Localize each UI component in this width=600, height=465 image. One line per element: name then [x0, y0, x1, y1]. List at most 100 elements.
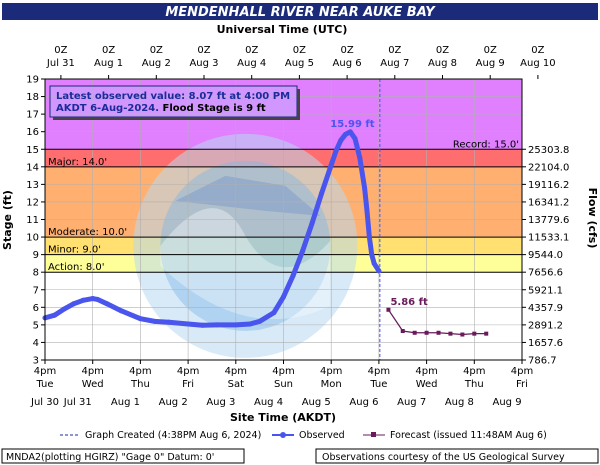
x-tick-label: 4pm: [129, 366, 151, 377]
watermark-bird: [175, 175, 321, 216]
y-tick-label: 19: [26, 75, 39, 86]
forecast-point: [448, 331, 453, 336]
y-axis-title: Stage (ft): [1, 190, 14, 250]
forecast-point: [472, 331, 477, 336]
watermark-outer-ring: [133, 133, 358, 358]
legend-forecast: Forecast (issued 11:48AM Aug 6): [390, 430, 547, 441]
observed-point: [94, 296, 100, 302]
threshold-label-minor: Minor: 9.0': [48, 245, 101, 256]
y-tick-label: 7: [33, 285, 39, 296]
footer-source: Observations courtesy of the US Geologic…: [322, 452, 565, 463]
x-date-label: Aug 1: [111, 397, 140, 408]
threshold-label-moderate: Moderate: 10.0': [48, 227, 127, 238]
threshold-label-major: Major: 14.0': [48, 157, 107, 168]
forecast-point: [424, 330, 429, 335]
y-tick-label: 5: [33, 320, 39, 331]
x-tick-label: 4pm: [34, 366, 56, 377]
x-tick-label: Wed: [82, 379, 104, 390]
x-tick-label: Sun: [274, 379, 293, 390]
observed-point: [71, 301, 77, 307]
y-tick-label: 3: [33, 356, 39, 367]
x-tick-label: 4pm: [463, 366, 485, 377]
y-tick-label: 9: [33, 250, 39, 261]
x-date-label: Aug 5: [302, 397, 331, 408]
observed-point: [366, 234, 372, 240]
y2-tick-label: 11533.1: [528, 233, 569, 244]
top-tick-label: Aug 2: [142, 58, 171, 69]
top-tick-label: 0Z: [293, 45, 306, 56]
y2-tick-label: 9544.0: [528, 250, 563, 261]
y2-tick-label: 13779.6: [528, 215, 569, 226]
y-tick-label: 10: [26, 233, 39, 244]
y-tick-label: 15: [26, 145, 39, 156]
x-tick-label: Fri: [516, 379, 528, 390]
annotation-label: 5.86 ft: [390, 297, 428, 308]
observed-point: [319, 190, 325, 196]
flood-stage-text: Flood Stage is 9 ft: [159, 103, 266, 114]
observed-point: [347, 129, 353, 135]
y2-tick-label: 2891.2: [528, 320, 563, 331]
x-date-label: Aug 7: [397, 397, 426, 408]
legend-graph-created: Graph Created (4:38PM Aug 6, 2024): [85, 430, 261, 441]
chart-title: MENDENHALL RIVER NEAR AUKE BAY: [165, 5, 436, 20]
observed-point: [343, 131, 349, 137]
observed-point: [61, 306, 67, 312]
x-date-label: Aug 6: [349, 397, 378, 408]
x-tick-label: 4pm: [225, 366, 247, 377]
forecast-point: [386, 307, 391, 312]
top-tick-label: 0Z: [150, 45, 163, 56]
x-date-label: Aug 4: [254, 397, 283, 408]
x-date-label: Aug 8: [445, 397, 474, 408]
forecast-point: [484, 331, 489, 336]
top-tick-label: 0Z: [245, 45, 258, 56]
title-bar: [2, 3, 598, 20]
top-tick-label: 0Z: [436, 45, 449, 56]
observed-point: [199, 322, 205, 328]
x-tick-label: 4pm: [511, 366, 533, 377]
top-tick-label: 0Z: [102, 45, 115, 56]
x-tick-label: Tue: [369, 379, 387, 390]
x-tick-label: 4pm: [81, 366, 103, 377]
x-tick-label: 4pm: [415, 366, 437, 377]
top-tick-label: Aug 3: [189, 58, 218, 69]
y2-tick-label: 1657.6: [528, 338, 563, 349]
top-tick-label: Aug 8: [428, 58, 457, 69]
top-tick-label: 0Z: [531, 45, 544, 56]
forecast-point: [412, 330, 417, 335]
y2-tick-label: 19116.2: [528, 180, 569, 191]
y-tick-label: 13: [26, 180, 39, 191]
x-tick-label: Fri: [182, 379, 194, 390]
observed-point: [233, 322, 239, 328]
x-tick-label: Sat: [228, 379, 244, 390]
observed-point: [369, 252, 375, 258]
series-layer: 15.99 ft 5.86 ft: [42, 79, 489, 360]
x-date-label: Jul 31: [63, 397, 92, 408]
observed-point: [364, 208, 370, 214]
svg-text:AKDT 6-Aug-2024. Flood Stage i: AKDT 6-Aug-2024. Flood Stage is 9 ft: [56, 103, 266, 114]
observed-point: [309, 220, 315, 226]
observed-point: [290, 273, 296, 279]
latest-observed-box: Latest observed value: 8.07 ft at 4:00 P…: [49, 85, 300, 120]
y2-tick-label: 7656.6: [528, 268, 563, 279]
x-tick-label: 4pm: [368, 366, 390, 377]
observed-point: [300, 248, 306, 254]
x-tick-label: 4pm: [320, 366, 342, 377]
flood-threshold-lines: Record: 15.0' Major: 14.0' Moderate: 10.0'…: [45, 139, 522, 273]
top-tick-label: Aug 4: [237, 58, 266, 69]
top-tick-label: Aug 7: [380, 58, 409, 69]
observed-point: [352, 136, 358, 142]
observed-point: [52, 312, 58, 318]
top-tick-label: Aug 6: [333, 58, 362, 69]
observed-point: [247, 321, 253, 327]
observed-point: [338, 137, 344, 143]
y-tick-label: 12: [26, 197, 39, 208]
observed-point: [271, 310, 277, 316]
top-tick-label: 0Z: [340, 45, 353, 56]
x-axis-title: Site Time (AKDT): [230, 411, 336, 424]
observed-point: [376, 268, 382, 274]
y-tick-label: 14: [26, 162, 39, 173]
x-tick-label: 4pm: [177, 366, 199, 377]
y2-tick-label: 5921.1: [528, 285, 563, 296]
y2-tick-label: 786.7: [528, 356, 557, 367]
